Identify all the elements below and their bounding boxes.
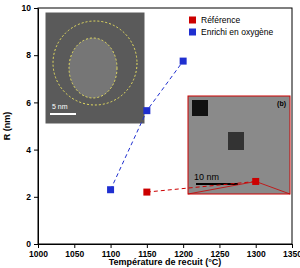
y-tick-mark (34, 55, 38, 56)
data-point (143, 107, 150, 114)
x-tick: 1050 (65, 244, 84, 259)
data-point (143, 189, 150, 196)
x-axis-line (39, 244, 293, 245)
plot-frame (38, 8, 292, 244)
inset-right: 10 nm (b) (188, 96, 290, 194)
data-point (180, 58, 187, 65)
series-line (147, 181, 256, 192)
annotation: 10 nm (194, 172, 219, 182)
data-point (107, 186, 114, 193)
scale-bar (50, 113, 76, 115)
x-tick-label: 1050 (65, 249, 84, 259)
y-tick-label: 6 (26, 98, 31, 108)
y-tick: 6 (26, 98, 38, 108)
y-tick-mark (34, 197, 38, 198)
x-tick: 1300 (247, 244, 266, 259)
inset-outline (69, 38, 117, 98)
legend-marker (189, 17, 196, 24)
annotation: 5 nm (52, 103, 68, 110)
y-tick: 0 (26, 239, 38, 249)
y-tick-mark (34, 150, 38, 151)
inset-diffraction (192, 100, 208, 116)
data-point (252, 178, 259, 185)
inset-outline (53, 21, 137, 105)
x-tick-mark (111, 244, 112, 248)
inset-image (45, 12, 145, 124)
x-tick-mark (183, 244, 184, 248)
x-tick-label: 1000 (29, 249, 48, 259)
y-tick-mark (34, 244, 38, 245)
x-tick-mark (74, 244, 75, 248)
x-tick-mark (147, 244, 148, 248)
y-tick: 2 (26, 192, 38, 202)
y-tick-label: 4 (26, 145, 31, 155)
y-tick-label: 2 (26, 192, 31, 202)
series-line (111, 61, 184, 190)
y-tick-mark (34, 102, 38, 103)
legend-label: Référence (201, 15, 240, 25)
y-tick-label: 10 (22, 3, 32, 13)
y-tick: 8 (26, 50, 38, 60)
x-tick-mark (256, 244, 257, 248)
y-axis-line (38, 9, 39, 245)
y-tick-label: 8 (26, 50, 31, 60)
plot-area: 1000105011001150120012501300135002468105… (22, 3, 300, 259)
marks (107, 58, 259, 196)
legend-label: Enrichi en oxygène (201, 27, 274, 37)
x-tick-mark (38, 244, 39, 248)
y-tick-mark (34, 8, 38, 9)
y-tick: 10 (22, 3, 38, 13)
x-tick: 1350 (283, 244, 300, 259)
chart: 1000105011001150120012501300135002468105… (0, 0, 300, 268)
inset-left: 5 nm (45, 12, 145, 124)
x-tick: 1000 (29, 244, 48, 259)
x-tick-mark (292, 244, 293, 248)
y-axis-title: R (nm) (2, 112, 12, 141)
inset-connector (256, 181, 290, 194)
inset-image (188, 96, 290, 194)
x-tick-label: 1300 (247, 249, 266, 259)
annotation: (b) (277, 100, 286, 108)
y-axis: 0 2 4 6 8 10 (22, 3, 39, 249)
legend: Référence Enrichi en oxygène (185, 12, 289, 40)
inset-connector (188, 181, 256, 194)
legend-marker (189, 29, 196, 36)
inset-particle (228, 132, 244, 150)
x-tick-mark (219, 244, 220, 248)
x-tick-label: 1350 (283, 249, 300, 259)
y-tick-label: 0 (26, 239, 31, 249)
legend-box (185, 12, 289, 40)
x-axis-title: Température de recuit (°C) (109, 257, 221, 267)
y-tick: 4 (26, 145, 38, 155)
